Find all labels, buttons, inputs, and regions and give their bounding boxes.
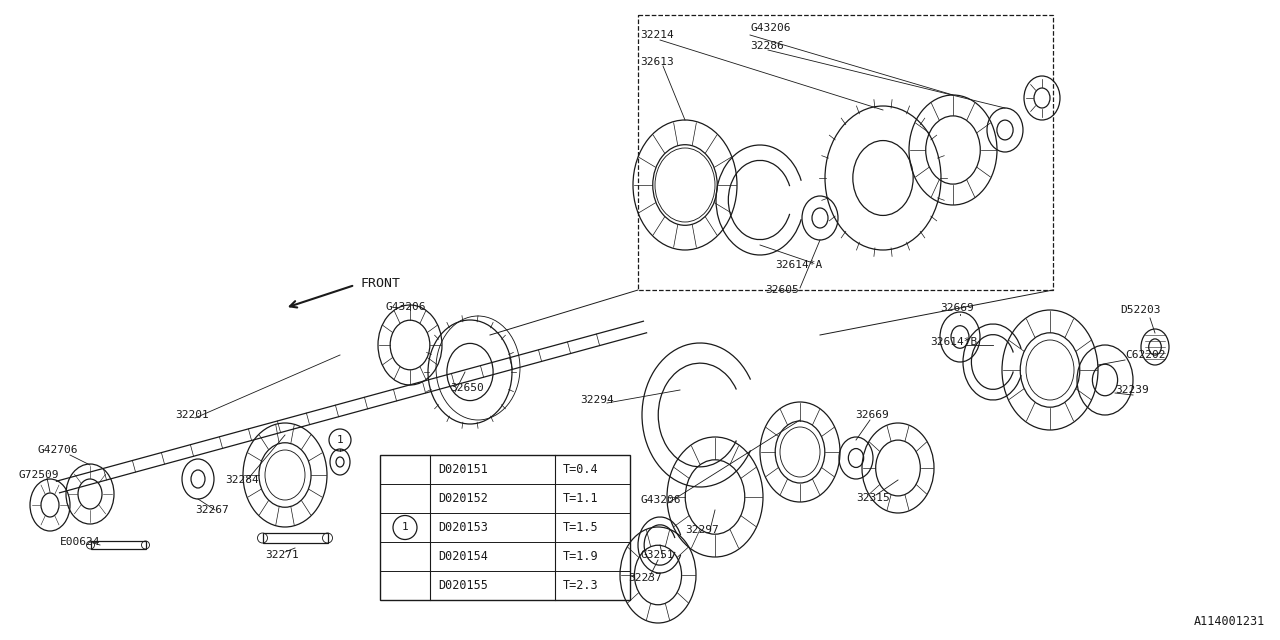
- Text: FRONT: FRONT: [360, 276, 401, 289]
- Text: 32650: 32650: [451, 383, 484, 393]
- Text: T=0.4: T=0.4: [563, 463, 599, 476]
- Bar: [380, 455, 630, 600]
- Text: T=1.9: T=1.9: [563, 550, 599, 563]
- Text: 32613: 32613: [640, 57, 673, 67]
- Text: D020153: D020153: [438, 521, 488, 534]
- Text: G43206: G43206: [640, 495, 681, 505]
- Text: D020151: D020151: [438, 463, 488, 476]
- Text: 32614*B: 32614*B: [931, 337, 977, 347]
- Text: 32605: 32605: [765, 285, 799, 295]
- Text: 32669: 32669: [940, 303, 974, 313]
- Text: G43206: G43206: [385, 302, 425, 312]
- Bar: [262, 533, 328, 543]
- Text: T=2.3: T=2.3: [563, 579, 599, 592]
- Bar: [637, 15, 1053, 290]
- Text: T=1.1: T=1.1: [563, 492, 599, 505]
- Text: 32271: 32271: [265, 550, 298, 560]
- Text: 32286: 32286: [750, 41, 783, 51]
- Text: G43206: G43206: [750, 23, 791, 33]
- Text: D020155: D020155: [438, 579, 488, 592]
- Text: 32237: 32237: [628, 573, 662, 583]
- Text: 32267: 32267: [195, 505, 229, 515]
- Text: A114001231: A114001231: [1194, 615, 1265, 628]
- Text: 32297: 32297: [685, 525, 719, 535]
- Bar: [91, 541, 146, 549]
- Text: D020152: D020152: [438, 492, 488, 505]
- Text: D020154: D020154: [438, 550, 488, 563]
- Text: 32214: 32214: [640, 30, 673, 40]
- Text: G72509: G72509: [18, 470, 59, 480]
- Text: G3251: G3251: [640, 550, 673, 560]
- Text: 32284: 32284: [225, 475, 259, 485]
- Text: C62202: C62202: [1125, 350, 1166, 360]
- Text: 32201: 32201: [175, 410, 209, 420]
- Text: 32294: 32294: [580, 395, 613, 405]
- Text: 32239: 32239: [1115, 385, 1148, 395]
- Text: 32614*A: 32614*A: [774, 260, 822, 270]
- Text: D52203: D52203: [1120, 305, 1161, 315]
- Text: E00624: E00624: [60, 537, 101, 547]
- Text: 32315: 32315: [856, 493, 890, 503]
- Text: 1: 1: [402, 522, 408, 532]
- Text: T=1.5: T=1.5: [563, 521, 599, 534]
- Text: 1: 1: [337, 435, 343, 445]
- Text: 32669: 32669: [855, 410, 888, 420]
- Text: G42706: G42706: [37, 445, 78, 455]
